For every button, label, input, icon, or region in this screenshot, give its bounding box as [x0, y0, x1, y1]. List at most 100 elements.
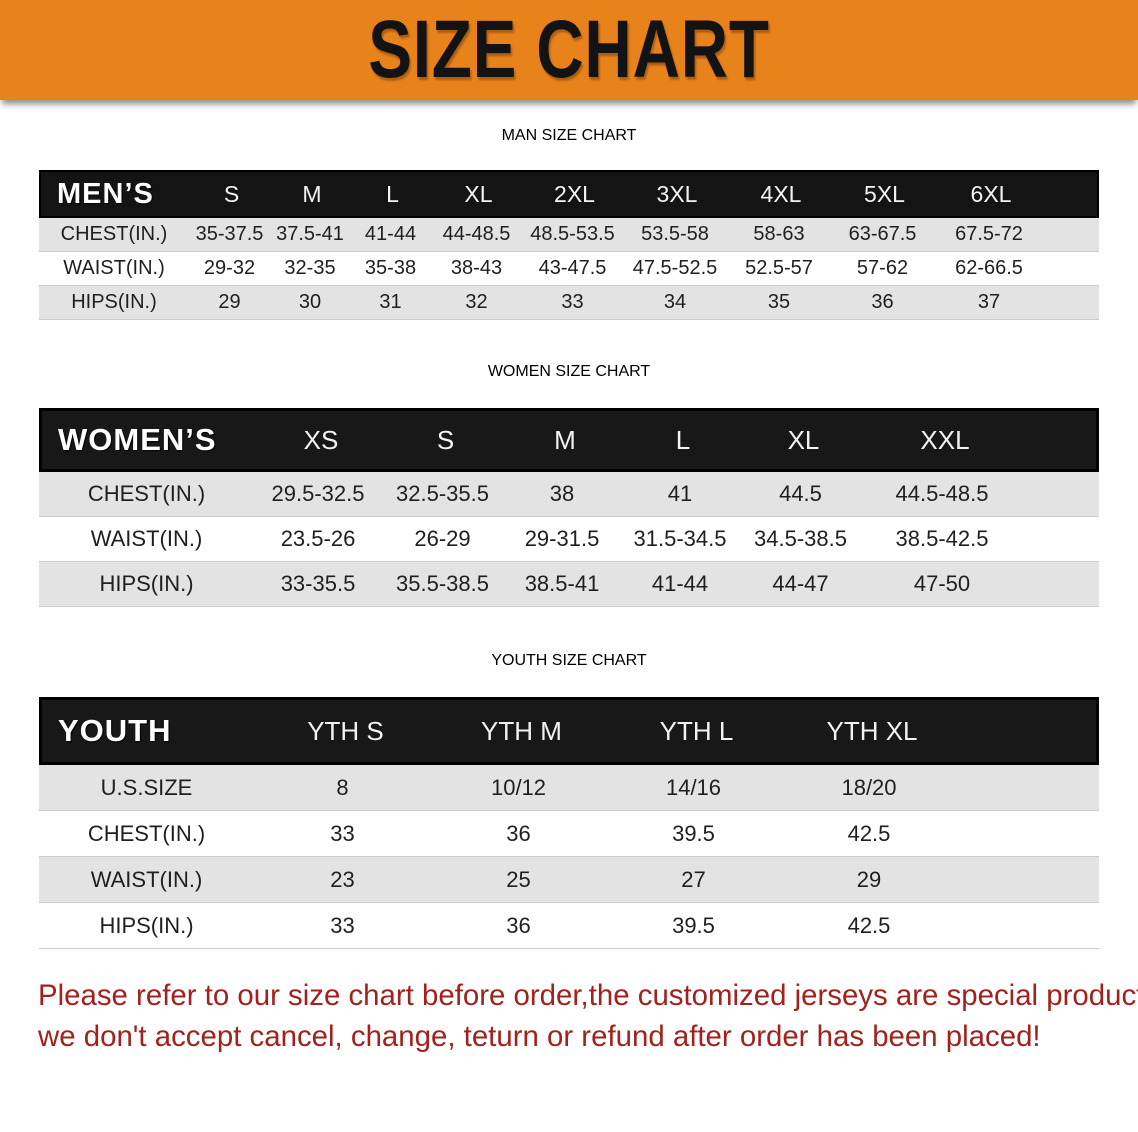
section-heading: MAN SIZE CHART [0, 128, 1138, 144]
size-value: 18/20 [841, 774, 897, 800]
size-value: 23 [330, 866, 355, 892]
size-value: 31 [379, 291, 402, 313]
table-row: HIPS(IN.) 29 30 31 32 33 34 35 36 37 [39, 286, 1099, 320]
table-row: CHEST(IN.) 33 36 39.5 42.5 [39, 811, 1099, 857]
size-value: 34 [663, 291, 687, 313]
banner: SIZE CHART [0, 0, 1138, 100]
size-column-header: XL [787, 424, 820, 455]
size-column-header: 4XL [760, 180, 802, 207]
size-value: 36 [506, 912, 531, 938]
size-value: 38-43 [450, 257, 503, 279]
size-value: 23.5-26 [280, 526, 356, 551]
size-value: 67.5-72 [955, 223, 1023, 245]
section-heading: WOMEN SIZE CHART [0, 364, 1138, 380]
size-value: 43-47.5 [538, 257, 607, 279]
size-value: 48.5-53.5 [530, 223, 615, 245]
table-header-row: MEN’S S M L XL 2XL 3XL 4XL 5XL 6XL [39, 170, 1099, 218]
size-value: 38 [549, 481, 575, 506]
size-column-header: S [436, 424, 455, 455]
size-column-header: YTH XL [826, 715, 918, 746]
size-value: 44.5-48.5 [895, 481, 989, 506]
size-value: 29 [218, 291, 241, 313]
size-value: 53.5-58 [641, 223, 709, 245]
banner-title: SIZE CHART [368, 4, 770, 95]
size-value: 10/12 [490, 774, 547, 800]
size-value: 39.5 [672, 912, 715, 938]
size-value: 32 [465, 291, 488, 313]
size-value: 30 [298, 291, 322, 313]
size-column-header: XL [464, 180, 493, 207]
size-column-header: YTH L [659, 715, 734, 746]
size-column-header: YTH M [481, 715, 562, 746]
size-value: 29-32 [203, 257, 256, 279]
size-value: 52.5-57 [745, 257, 813, 279]
size-value: 35-38 [364, 257, 417, 279]
row-label: U.S.SIZE [100, 774, 193, 800]
table-header-row: YOUTH YTH S YTH M YTH L YTH XL [39, 697, 1099, 765]
size-value: 37.5-41 [276, 223, 344, 245]
row-label: CHEST(IN.) [87, 481, 206, 506]
size-value: 14/16 [665, 774, 722, 800]
table-row: HIPS(IN.) 33-35.5 35.5-38.5 38.5-41 41-44 44-… [39, 562, 1099, 607]
size-value: 27 [681, 866, 706, 892]
table-header-label: WOMEN’S [58, 422, 217, 457]
size-table: WOMEN’S XS S M L XL XXL CHEST(IN.) 29.5-32.5 32.5… [39, 408, 1099, 607]
size-column-header: 2XL [554, 180, 595, 207]
size-table: YOUTH YTH S YTH M YTH L YTH XL U.S.SIZE 8 10/12… [39, 697, 1099, 949]
size-value: 33 [330, 912, 355, 938]
row-label: HIPS(IN.) [99, 571, 194, 596]
size-value: 29 [856, 866, 882, 892]
size-value: 41-44 [651, 571, 709, 596]
section-heading-text: WOMEN SIZE CHART [487, 363, 651, 380]
size-value: 39.5 [672, 820, 715, 846]
size-column-header: XXL [920, 424, 970, 455]
size-value: 25 [506, 866, 531, 892]
row-label: WAIST(IN.) [90, 526, 203, 551]
size-value: 41-44 [364, 223, 417, 245]
size-value: 44-47 [772, 571, 829, 596]
size-column-header: XS [303, 424, 339, 455]
size-column-header: S [223, 180, 240, 207]
size-value: 37 [977, 291, 1001, 313]
size-value: 42.5 [847, 912, 891, 938]
size-value: 35 [767, 291, 791, 313]
size-column-header: M [302, 180, 322, 207]
size-value: 34.5-38.5 [754, 526, 847, 551]
table-header-row: WOMEN’S XS S M L XL XXL [39, 408, 1099, 472]
size-value: 47.5-52.5 [632, 257, 718, 279]
section-heading: YOUTH SIZE CHART [0, 653, 1138, 669]
size-value: 57-62 [856, 257, 909, 279]
size-value: 44.5 [779, 481, 822, 506]
size-value: 36 [871, 291, 894, 313]
size-chart-section: YOUTH SIZE CHART YOUTH YTH S YTH M YTH L YTH … [0, 653, 1138, 949]
size-column-header: 5XL [864, 180, 905, 207]
size-value: 58-63 [753, 223, 805, 245]
table-row: CHEST(IN.) 29.5-32.5 32.5-35.5 38 41 44.5 44.5… [39, 472, 1099, 517]
size-value: 26-29 [414, 526, 471, 551]
size-value: 31.5-34.5 [633, 526, 727, 551]
disclaimer-line-2: we don't accept cancel, change, teturn o… [38, 1020, 1041, 1054]
table-row: CHEST(IN.) 35-37.5 37.5-41 41-44 44-48.5 48.5… [39, 218, 1099, 252]
size-value: 33 [330, 820, 355, 846]
row-label: HIPS(IN.) [99, 912, 194, 938]
size-value: 32-35 [284, 257, 336, 279]
size-column-header: M [554, 424, 576, 455]
size-chart-section: WOMEN SIZE CHART WOMEN’S XS S M L XL XXL CHEST(I… [0, 364, 1138, 607]
size-table: MEN’S S M L XL 2XL 3XL 4XL 5XL 6XL CHEST(IN.) 35-37… [39, 170, 1099, 320]
table-row: HIPS(IN.) 33 36 39.5 42.5 [39, 903, 1099, 949]
disclaimer-note: Please refer to our size chart before or… [38, 975, 1138, 1058]
section-heading-text: YOUTH SIZE CHART [491, 652, 647, 669]
size-value: 44-48.5 [442, 223, 511, 245]
size-value: 38.5-41 [524, 571, 600, 596]
size-value: 29.5-32.5 [271, 481, 365, 506]
table-header-label: MEN’S [57, 177, 154, 210]
size-value: 47-50 [913, 571, 971, 596]
size-value: 62-66.5 [955, 257, 1023, 279]
size-column-header: YTH S [307, 715, 384, 746]
size-value: 8 [336, 774, 349, 800]
table-row: WAIST(IN.) 23 25 27 29 [39, 857, 1099, 903]
size-column-header: 6XL [970, 180, 1012, 207]
row-label: CHEST(IN.) [60, 223, 168, 245]
size-value: 36 [506, 820, 531, 846]
size-value: 35.5-38.5 [396, 571, 489, 596]
